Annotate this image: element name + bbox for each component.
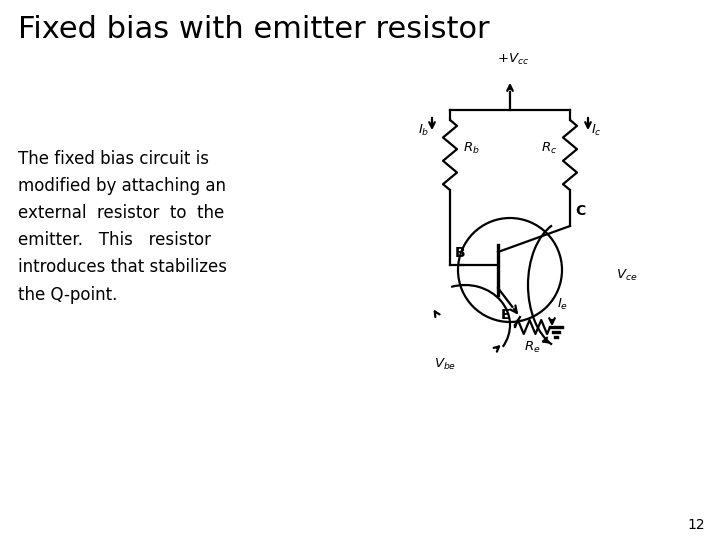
- Text: 12: 12: [688, 518, 705, 532]
- Text: $I_e$: $I_e$: [557, 297, 568, 312]
- Text: $+V_{cc}$: $+V_{cc}$: [497, 52, 529, 67]
- Text: $V_{ce}$: $V_{ce}$: [616, 267, 637, 282]
- Text: Fixed bias with emitter resistor: Fixed bias with emitter resistor: [18, 15, 490, 44]
- Text: $V_{be}$: $V_{be}$: [434, 357, 456, 372]
- Text: $R_c$: $R_c$: [541, 140, 557, 156]
- Text: $R_e$: $R_e$: [524, 340, 541, 355]
- Text: C: C: [575, 204, 585, 218]
- Text: $R_b$: $R_b$: [463, 140, 480, 156]
- Text: $I_b$: $I_b$: [418, 123, 429, 138]
- Text: E: E: [500, 308, 510, 322]
- Text: The fixed bias circuit is
modified by attaching an
external  resistor  to  the
e: The fixed bias circuit is modified by at…: [18, 150, 227, 303]
- Text: $I_c$: $I_c$: [591, 123, 602, 138]
- Text: B: B: [455, 246, 466, 260]
